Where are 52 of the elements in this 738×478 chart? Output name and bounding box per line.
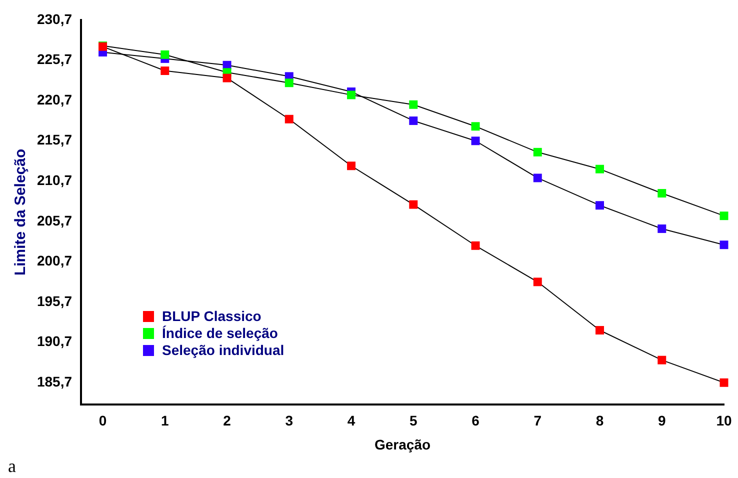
x-tick-label: 2 (223, 412, 232, 429)
y-tick-label: 230,7 (36, 10, 72, 27)
point (409, 100, 418, 109)
x-tick-label: 4 (347, 412, 356, 429)
y-tick-label: 195,7 (36, 292, 72, 309)
y-tick-label: 210,7 (36, 172, 72, 188)
text: a (8, 456, 16, 477)
y-tick-label: 200,7 (36, 252, 72, 269)
y-tick-label: 190,7 (36, 333, 72, 350)
point (160, 66, 170, 76)
point (160, 50, 170, 59)
point (596, 326, 604, 335)
y-tick-label: 215,7 (36, 132, 72, 148)
x-tick-label: 6 (472, 412, 480, 429)
y-tick-label: 220,7 (36, 91, 72, 108)
point (596, 201, 604, 210)
point (347, 90, 356, 100)
point (720, 212, 728, 220)
point (471, 241, 480, 250)
legend-label: BLUP Classico (162, 308, 262, 325)
y-tick-label: 225,7 (36, 51, 72, 68)
point (409, 200, 418, 209)
x-tick-label: 8 (596, 412, 604, 429)
x-tick-label: 0 (98, 412, 107, 429)
point (720, 378, 728, 387)
point (284, 78, 294, 88)
point (720, 240, 728, 250)
point (222, 74, 232, 82)
legend-label: Seleção individual (162, 342, 284, 359)
point (658, 189, 666, 198)
x-tick-label: 5 (409, 412, 418, 429)
point (284, 114, 294, 124)
x-axis-title: Geração (374, 436, 431, 452)
point (533, 278, 542, 286)
x-tick-label: 3 (285, 412, 294, 429)
y-tick-label: 185,7 (36, 374, 72, 390)
point (533, 174, 542, 182)
x-tick-label: 10 (716, 412, 732, 429)
x-tick-label: 7 (534, 412, 542, 429)
point (409, 116, 418, 125)
point (471, 122, 480, 131)
legend-label: Índice de seleção (162, 325, 278, 342)
y-axis-title: Limite da Seleção (12, 148, 30, 276)
x-tick-label: 9 (658, 412, 666, 429)
point (658, 224, 666, 233)
x-tick-label: 1 (161, 412, 169, 429)
point (347, 162, 356, 170)
point (658, 356, 666, 364)
y-tick-label: 205,7 (36, 212, 72, 228)
point (533, 148, 542, 156)
point (471, 136, 480, 146)
point (596, 164, 604, 174)
